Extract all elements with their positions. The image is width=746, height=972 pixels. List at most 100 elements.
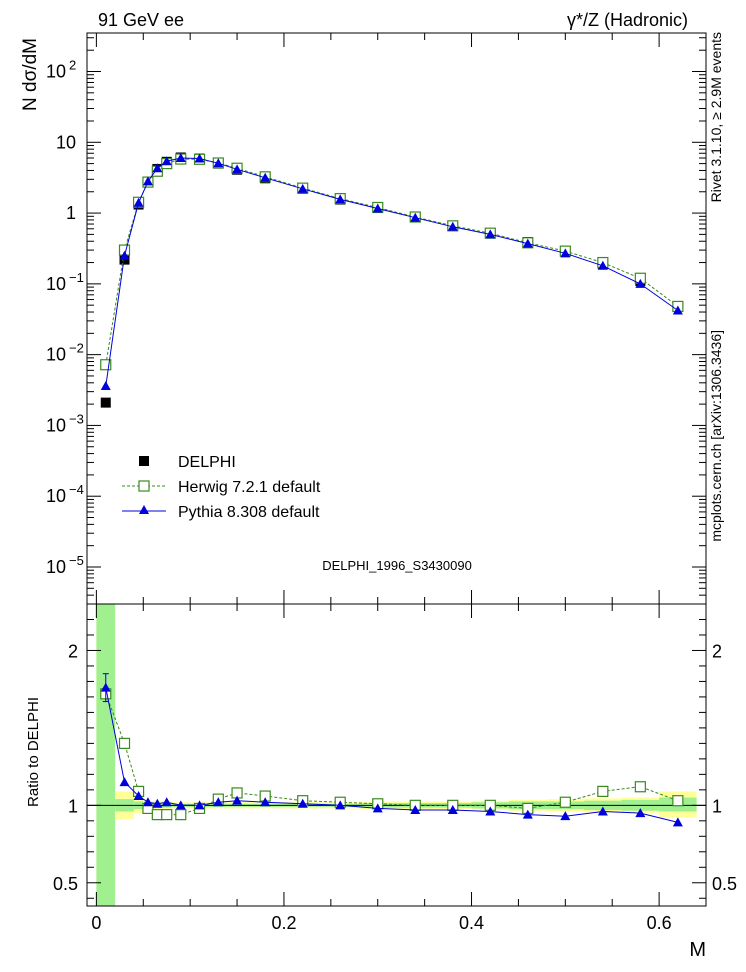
ratio-y-tick-label-left: 2 xyxy=(68,641,78,661)
ratio-series-line-herwig xyxy=(105,693,679,816)
main-point-pythia xyxy=(410,212,421,222)
ratio-point-pythia xyxy=(485,806,496,816)
main-point-pythia xyxy=(175,152,186,162)
ratio-point-pythia xyxy=(260,797,271,807)
main-point-pythia xyxy=(100,381,111,391)
legend: DELPHI Herwig 7.2.1 default Pythia 8.308… xyxy=(122,454,321,521)
main-point-pythia xyxy=(522,238,533,248)
main-y-tick-label: 10 xyxy=(46,274,66,294)
main-point-pythia xyxy=(260,172,271,182)
ratio-ylabel: Ratio to DELPHI xyxy=(25,697,42,807)
main-point-pythia xyxy=(152,163,163,173)
ratio-point-herwig xyxy=(151,809,163,821)
mcplots-side-label: mcplots.cern.ch [arXiv:1306.3436] xyxy=(708,330,724,542)
main-point-pythia xyxy=(232,164,243,174)
ratio-point-pythia xyxy=(447,804,458,814)
ratio-point-herwig xyxy=(161,809,173,821)
ratio-point-pythia xyxy=(635,808,646,818)
main-point-pythia xyxy=(335,194,346,204)
header-right-label: γ*/Z (Hadronic) xyxy=(567,10,688,30)
main-y-tick-exponent: −5 xyxy=(69,553,84,568)
ratio-frame xyxy=(86,603,707,907)
main-point-pythia xyxy=(194,153,205,163)
ratio-x-tick-label: 0.2 xyxy=(271,913,296,933)
ratio-point-herwig xyxy=(118,737,131,749)
ratio-point-pythia xyxy=(194,800,205,810)
main-point-pythia xyxy=(597,260,608,270)
main-point-pythia xyxy=(119,250,130,260)
ratio-point-herwig xyxy=(559,796,571,808)
ratio-band-inner xyxy=(96,604,116,906)
ratio-x-tick-label: 0.6 xyxy=(647,913,672,933)
ratio-panel: 0 0.2 0.4 0.6 0.5 0.5 1 1 2 2 xyxy=(53,603,737,933)
legend-item-pythia: Pythia 8.308 default xyxy=(122,504,320,521)
legend-item-herwig: Herwig 7.2.1 default xyxy=(122,479,321,496)
main-y-tick-exponent: −4 xyxy=(69,482,84,497)
ratio-x-tick-label: 0.4 xyxy=(459,913,484,933)
ratio-point-pythia xyxy=(560,811,571,821)
ratio-point-pythia xyxy=(119,777,130,787)
ratio-point-pythia xyxy=(335,800,346,810)
legend-label-herwig: Herwig 7.2.1 default xyxy=(178,479,321,496)
main-point-pythia xyxy=(161,156,172,166)
ratio-point-pythia xyxy=(213,797,224,807)
main-point-delphi xyxy=(100,397,111,408)
ratio-point-pythia xyxy=(372,803,383,813)
ratio-point-pythia xyxy=(232,795,243,805)
ratio-point-pythia xyxy=(161,797,172,807)
main-y-tick-label: 10 xyxy=(46,557,66,577)
main-point-pythia xyxy=(447,221,458,231)
ratio-y-tick-label-right: 0.5 xyxy=(712,874,737,894)
main-y-tick-exponent: 2 xyxy=(69,58,76,73)
ratio-point-pythia xyxy=(522,809,533,819)
ratio-x-tick-label: 0 xyxy=(91,913,101,933)
main-point-pythia xyxy=(297,183,308,193)
main-y-tick-exponent: −2 xyxy=(69,341,84,356)
main-point-pythia xyxy=(560,248,571,258)
legend-marker-delphi xyxy=(139,456,149,466)
main-series-line-pythia xyxy=(105,157,679,387)
main-point-pythia xyxy=(213,158,224,168)
main-y-tick-label: 1 xyxy=(66,203,76,223)
ratio-point-herwig xyxy=(634,781,646,793)
main-point-pythia xyxy=(142,176,153,186)
rivet-side-label: Rivet 3.1.10, ≥ 2.9M events xyxy=(708,32,724,202)
main-point-herwig xyxy=(100,359,112,371)
legend-label-pythia: Pythia 8.308 default xyxy=(178,504,320,521)
ratio-point-pythia xyxy=(297,798,308,808)
main-y-tick-label: 10 xyxy=(46,62,66,82)
ratio-point-pythia xyxy=(597,806,608,816)
ratio-point-pythia xyxy=(672,817,683,827)
header-left-label: 91 GeV ee xyxy=(98,10,184,30)
ratio-point-pythia xyxy=(410,804,421,814)
main-point-pythia xyxy=(672,305,683,315)
ratio-y-tick-label-left: 0.5 xyxy=(53,874,78,894)
ratio-point-pythia xyxy=(152,798,163,808)
legend-item-delphi: DELPHI xyxy=(139,454,236,471)
main-y-tick-label: 10 xyxy=(46,345,66,365)
legend-marker-pythia xyxy=(139,505,149,514)
watermark-label: DELPHI_1996_S3430090 xyxy=(322,558,472,573)
ratio-y-tick-label-right: 1 xyxy=(712,796,722,816)
main-y-tick-label: 10 xyxy=(46,486,66,506)
ratio-point-herwig xyxy=(175,809,187,821)
ratio-point-herwig xyxy=(672,795,684,807)
ratio-point-pythia xyxy=(142,797,153,807)
main-point-pythia xyxy=(133,197,144,207)
ratio-y-tick-label-right: 2 xyxy=(712,641,722,661)
ratio-series-line-pythia xyxy=(105,687,679,823)
legend-label-delphi: DELPHI xyxy=(178,454,236,471)
main-y-tick-exponent: −3 xyxy=(69,411,84,426)
main-point-pythia xyxy=(372,203,383,213)
ratio-point-pythia xyxy=(133,791,144,801)
main-point-pythia xyxy=(635,278,646,288)
main-point-pythia xyxy=(485,229,496,239)
legend-marker-herwig xyxy=(138,480,150,492)
ratio-point-pythia xyxy=(175,800,186,810)
main-ylabel: N dσ/dM xyxy=(20,38,41,111)
main-y-tick-label: 10 xyxy=(46,415,66,435)
main-y-tick-exponent: −1 xyxy=(69,270,84,285)
main-y-tick-label: 10 xyxy=(56,132,76,152)
ratio-y-tick-label-left: 1 xyxy=(68,796,78,816)
